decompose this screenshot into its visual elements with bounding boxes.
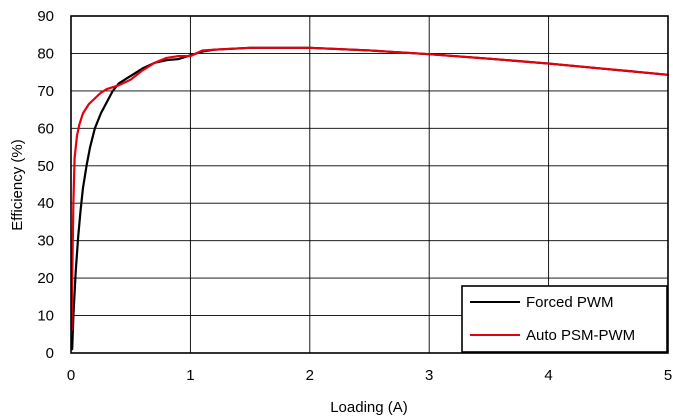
x-axis-title: Loading (A) xyxy=(330,399,408,416)
y-tick-label: 60 xyxy=(37,120,54,137)
y-tick-label: 70 xyxy=(37,83,54,100)
series-line-auto-psm-pwm xyxy=(70,46,670,332)
x-tick-label: 2 xyxy=(306,367,314,384)
y-tick-label: 90 xyxy=(37,8,54,25)
legend: Forced PWM Auto PSM-PWM xyxy=(461,285,668,353)
x-tick-labels: 0 1 2 3 4 5 xyxy=(67,367,672,384)
x-tick-label: 1 xyxy=(186,367,194,384)
y-tick-label: 50 xyxy=(37,158,54,175)
legend-box xyxy=(461,285,668,353)
x-tick-label: 3 xyxy=(425,367,433,384)
y-tick-label: 30 xyxy=(37,233,54,250)
y-tick-label: 0 xyxy=(46,345,54,362)
legend-label-forced-pwm: Forced PWM xyxy=(526,294,614,311)
plot-frame xyxy=(70,15,669,354)
grid-lines xyxy=(71,16,668,353)
x-tick-label: 5 xyxy=(664,367,672,384)
y-tick-label: 40 xyxy=(37,195,54,212)
x-tick-label: 4 xyxy=(544,367,552,384)
y-tick-labels: 0 10 20 30 40 50 60 70 80 90 xyxy=(37,8,54,362)
x-tick-label: 0 xyxy=(67,367,75,384)
y-tick-label: 20 xyxy=(37,270,54,287)
y-tick-label: 10 xyxy=(37,308,54,325)
y-axis-title: Efficiency (%) xyxy=(9,139,26,230)
y-tick-label: 80 xyxy=(37,45,54,62)
legend-label-auto-psm-pwm: Auto PSM-PWM xyxy=(526,327,635,344)
series-lines xyxy=(70,46,670,351)
